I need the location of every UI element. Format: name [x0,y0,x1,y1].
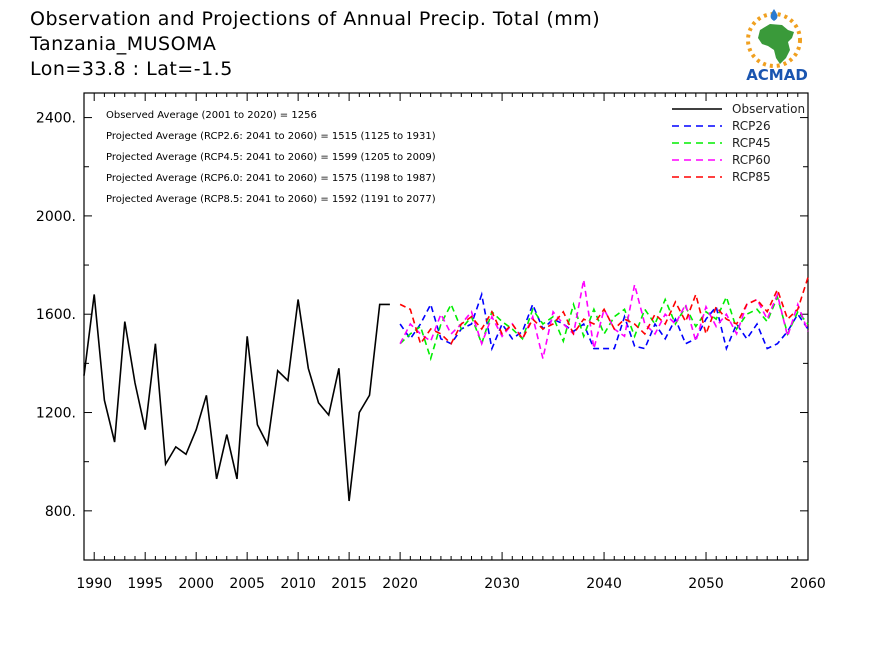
average-note: Projected Average (RCP6.0: 2041 to 2060)… [106,173,436,184]
average-note: Projected Average (RCP4.5: 2041 to 2060)… [106,152,436,163]
y-tick-label: 800. [45,504,76,520]
series-line-rcp85 [399,277,809,346]
raindrop-icon [770,9,778,21]
x-tick-label: 2000 [178,576,214,592]
legend-label: RCP60 [732,153,771,167]
acmad-logo: ACMAD [746,9,808,84]
x-tick-label: 2040 [586,576,622,592]
station-coordinates: Lon=33.8 : Lat=-1.5 [30,58,233,80]
x-tick-label: 1990 [76,576,112,592]
x-tick-label: 2010 [280,576,316,592]
y-tick-label: 2000. [36,209,76,225]
series-line-observation [83,294,390,502]
series-line-rcp26 [399,291,809,352]
x-tick-label: 1995 [127,576,163,592]
y-tick-label: 2400. [36,111,76,127]
station-name: Tanzania_MUSOMA [30,33,217,55]
legend-label: RCP26 [732,119,771,133]
x-tick-label: 2060 [790,576,826,592]
legend-label: RCP45 [732,136,771,150]
logo-text: ACMAD [746,66,808,84]
x-tick-label: 2050 [688,576,724,592]
y-tick-label: 1200. [36,406,76,422]
average-note: Observed Average (2001 to 2020) = 1256 [106,110,317,121]
x-tick-label: 2030 [484,576,520,592]
series-line-rcp45 [399,294,809,362]
average-note: Projected Average (RCP2.6: 2041 to 2060)… [106,131,436,142]
x-tick-label: 2005 [229,576,265,592]
y-tick-label: 1600. [36,307,76,323]
average-note: Projected Average (RCP8.5: 2041 to 2060)… [106,194,436,205]
legend-label: RCP85 [732,170,771,184]
series-line-rcp60 [399,279,809,359]
legend-label: Observation [732,102,805,116]
x-tick-label: 2015 [331,576,367,592]
africa-map-icon [758,24,794,64]
chart-title: Observation and Projections of Annual Pr… [30,8,601,30]
plot-frame [83,92,809,561]
x-tick-label: 2020 [382,576,418,592]
